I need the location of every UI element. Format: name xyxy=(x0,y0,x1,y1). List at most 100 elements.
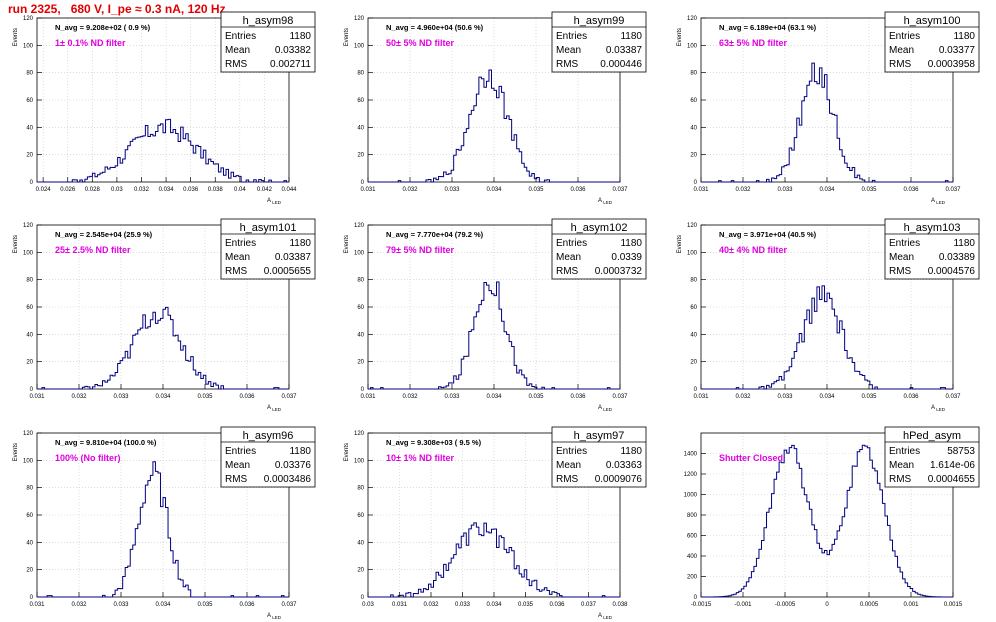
histogram-panel-h_asym97: 0.03 0.031 0.032 0.033 0.034 0.035 0.036 0.037 0… xyxy=(344,426,647,620)
stats-value: 1180 xyxy=(289,31,311,42)
stats-value: 1180 xyxy=(620,31,642,42)
stats-label: Entries xyxy=(225,446,256,457)
x-tick-label: 0.034 xyxy=(486,187,502,193)
x-tick-label: 0.034 xyxy=(486,394,502,400)
histogram-line xyxy=(368,69,620,183)
stats-box xyxy=(884,218,980,280)
y-tick-label: 0 xyxy=(30,595,34,601)
stats-title: h_asym99 xyxy=(574,15,625,27)
y-tick-label: 100 xyxy=(354,43,365,49)
stats-label: Entries xyxy=(889,238,920,249)
stats-box xyxy=(551,426,647,488)
histogram-line xyxy=(37,461,289,598)
y-axis-label: Events xyxy=(677,235,683,253)
x-tick-label: 0.031 xyxy=(29,602,45,608)
x-tick-label: 0.033 xyxy=(455,602,471,608)
x-tick-label: 0.036 xyxy=(570,187,586,193)
x-tick-label: 0.035 xyxy=(861,394,877,400)
x-tick-label: 0.037 xyxy=(945,394,961,400)
stats-label: Entries xyxy=(889,446,920,457)
y-tick-label: 600 xyxy=(687,534,698,540)
x-tick-label: 0.035 xyxy=(197,602,213,608)
histogram-panel-h_asym103: 0.031 0.032 0.033 0.034 0.035 0.036 0.037 0 20 40… xyxy=(677,218,980,412)
stats-title: h_asym98 xyxy=(243,15,294,27)
stats-value: 0.03377 xyxy=(939,45,976,56)
y-axis-label: Events xyxy=(13,28,19,46)
stats-value: 1180 xyxy=(289,238,311,249)
histogram-panel-h_asym98: 0.024 0.026 0.028 0.03 0.032 0.034 0.036 0.038 0… xyxy=(13,11,316,205)
x-tick-label: 0.036 xyxy=(570,394,586,400)
stats-box xyxy=(220,218,316,280)
filter-note: 1± 0.1% ND filter xyxy=(55,38,126,48)
histogram-panel-h_asym102: 0.031 0.032 0.033 0.034 0.035 0.036 0.037 0 20 40… xyxy=(344,218,647,412)
histogram-line xyxy=(701,285,953,390)
x-tick-label: 0.032 xyxy=(71,394,87,400)
x-tick-label: 0.035 xyxy=(528,394,544,400)
navg-label: N_avg = 7.770e+04 (79.2 %) xyxy=(386,230,484,239)
y-tick-label: 100 xyxy=(354,250,365,256)
y-tick-label: 100 xyxy=(687,43,698,49)
navg-label: N_avg = 4.960e+04 (50.6 %) xyxy=(386,23,484,32)
y-axis-label: Events xyxy=(13,443,19,461)
y-tick-label: 20 xyxy=(26,568,33,574)
x-tick-label: 0.033 xyxy=(113,602,129,608)
stats-value: 0.0003486 xyxy=(264,474,312,485)
y-tick-label: 60 xyxy=(26,305,33,311)
stats-value: 0.03389 xyxy=(939,252,976,263)
y-tick-label: 80 xyxy=(357,278,364,284)
y-tick-label: 1200 xyxy=(684,472,698,478)
x-tick-label: 0.03 xyxy=(111,187,123,193)
x-tick-label: -0.0015 xyxy=(691,602,712,608)
x-tick-label: 0.032 xyxy=(71,602,87,608)
y-tick-label: 120 xyxy=(23,16,34,22)
stats-value: 0.0005655 xyxy=(264,266,312,277)
x-tick-label: 0.033 xyxy=(444,394,460,400)
x-tick-label: -0.001 xyxy=(734,602,752,608)
stats-value: 0.03387 xyxy=(606,45,643,56)
x-axis-label: A LED xyxy=(267,405,282,412)
stats-label: RMS xyxy=(556,266,579,277)
stats-label: Entries xyxy=(556,238,587,249)
y-tick-label: 100 xyxy=(687,250,698,256)
x-tick-label: 0.032 xyxy=(402,187,418,193)
stats-value: 0.03363 xyxy=(606,460,643,471)
x-tick-label: 0.04 xyxy=(234,187,246,193)
y-tick-label: 60 xyxy=(690,305,697,311)
y-tick-label: 40 xyxy=(690,332,697,338)
stats-value: 0.0339 xyxy=(611,252,642,263)
stats-label: Mean xyxy=(889,45,914,56)
x-tick-label: 0.038 xyxy=(208,187,224,193)
y-axis-label: Events xyxy=(677,28,683,46)
stats-value: 1180 xyxy=(620,446,642,457)
x-tick-label: 0.031 xyxy=(360,394,376,400)
x-tick-label: 0.031 xyxy=(392,602,408,608)
y-tick-label: 1400 xyxy=(684,452,698,458)
x-tick-label: 0.032 xyxy=(735,394,751,400)
y-tick-label: 0 xyxy=(30,180,34,186)
x-tick-label: 0.033 xyxy=(113,394,129,400)
filter-note: 10± 1% ND filter xyxy=(386,453,454,463)
stats-value: 1180 xyxy=(953,31,975,42)
stats-label: Mean xyxy=(889,460,914,471)
y-tick-label: 120 xyxy=(687,223,698,229)
x-axis-label: A LED xyxy=(598,198,613,205)
x-tick-label: 0.032 xyxy=(134,187,150,193)
y-tick-label: 400 xyxy=(687,554,698,560)
y-axis-label: Events xyxy=(344,235,350,253)
x-tick-label: 0.042 xyxy=(257,187,273,193)
y-tick-label: 60 xyxy=(357,305,364,311)
stats-label: RMS xyxy=(225,266,248,277)
x-tick-label: 0.001 xyxy=(903,602,919,608)
stats-value: 0.000446 xyxy=(600,59,642,70)
x-tick-label: 0.037 xyxy=(612,187,628,193)
stats-label: RMS xyxy=(889,59,912,70)
stats-label: Mean xyxy=(225,460,250,471)
x-tick-label: 0.0005 xyxy=(860,602,879,608)
y-tick-label: 60 xyxy=(690,98,697,104)
filter-note: 63± 5% ND filter xyxy=(719,38,787,48)
x-tick-label: 0.038 xyxy=(612,602,628,608)
x-tick-label: 0.036 xyxy=(903,187,919,193)
stats-box xyxy=(551,218,647,280)
y-tick-label: 60 xyxy=(357,98,364,104)
x-tick-label: -0.0005 xyxy=(775,602,796,608)
